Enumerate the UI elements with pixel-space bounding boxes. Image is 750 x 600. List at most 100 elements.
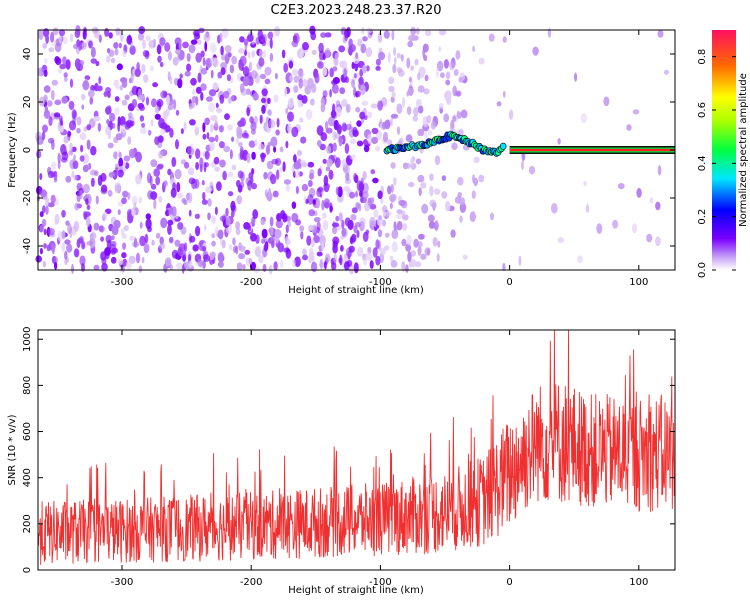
spectrogram-cell — [76, 116, 82, 126]
spectrogram-cell — [372, 177, 379, 184]
colorbar-axes: 0.0 0.2 0.4 0.6 0.8 — [697, 49, 736, 278]
spectrogram-cell — [45, 33, 49, 44]
spectrogram-cell — [113, 42, 119, 49]
spectrogram-cell — [445, 71, 451, 80]
spectrogram-cell — [367, 111, 373, 119]
spectrogram-cell — [617, 183, 625, 190]
spectrogram-cell — [172, 56, 179, 66]
spectrogram-cell — [319, 235, 326, 246]
spectrogram-cell — [188, 177, 196, 185]
spectrogram-cell — [296, 150, 303, 156]
spectrogram-cell — [291, 201, 297, 209]
spectrogram-cell — [577, 255, 583, 264]
spectrogram-cell — [189, 235, 196, 243]
spectrogram-cell — [163, 91, 168, 98]
spectrogram-cell — [106, 239, 112, 251]
spectrogram-cell — [225, 216, 231, 226]
spectrogram-cell — [391, 229, 399, 239]
spectrogram-cell — [134, 68, 141, 77]
spectrogram-cell — [194, 178, 200, 189]
spectrogram-cell — [223, 145, 231, 153]
spectrogram-cell — [317, 187, 323, 193]
spectrogram-cell — [232, 237, 236, 246]
spectrogram-cell — [62, 56, 67, 65]
spectrogram-cell — [596, 223, 603, 234]
spectrogram-cell — [272, 190, 279, 198]
spectrogram-cell — [333, 56, 339, 66]
spectrogram-cell — [195, 225, 201, 237]
spectrogram-cell — [275, 129, 280, 136]
spectrogram-cell — [326, 158, 333, 167]
spectrogram-cell — [300, 159, 306, 165]
spectrogram-cell — [424, 74, 429, 82]
spectrogram-cell — [61, 209, 66, 218]
spectrogram-cell — [87, 89, 95, 98]
spectrogram-cell — [154, 105, 160, 114]
spectrogram-cell — [301, 183, 309, 192]
spectrogram-cell — [206, 96, 213, 102]
spectrogram-cell — [48, 47, 55, 53]
spectrogram-cell — [181, 197, 187, 204]
spectrogram-cell — [227, 124, 233, 131]
spectrogram-cell — [410, 250, 417, 257]
spectrogram-cell — [76, 192, 81, 203]
spectrogram-cell — [64, 250, 68, 260]
spectrogram-cell — [408, 34, 416, 42]
spectrogram-cell — [82, 183, 90, 194]
spectrogram-cell — [81, 104, 85, 110]
spectrogram-cell — [369, 203, 377, 210]
spectrogram-cell — [90, 145, 97, 156]
spectrogram-cell — [388, 76, 395, 85]
spectrogram-cell — [39, 225, 44, 233]
spectrogram-cell — [603, 96, 610, 107]
spectrogram-cell — [47, 202, 55, 208]
spectrogram-cell — [210, 56, 215, 65]
spectrogram-cell — [422, 47, 426, 58]
spectrogram-cell — [86, 124, 92, 131]
spectrogram-cell — [127, 112, 133, 119]
spectrogram-cell — [316, 140, 322, 147]
spectrogram-cell — [402, 214, 409, 221]
spectrogram-cell — [175, 139, 179, 150]
spectrogram-cell — [124, 120, 131, 130]
spectrogram-cell — [261, 238, 266, 244]
spectrogram-cell — [302, 254, 308, 261]
spectrogram-cell — [254, 246, 261, 258]
spectrogram-cell — [64, 239, 71, 245]
spectrogram-cell — [123, 155, 131, 162]
spectrogram-cell — [502, 90, 506, 98]
spectrogram-cell — [405, 264, 409, 273]
spectrogram-cell — [229, 149, 233, 160]
spectrogram-cell — [180, 128, 184, 135]
spectrogram-cell — [324, 201, 330, 208]
snr-frame — [37, 329, 676, 571]
spectrogram-cell — [332, 236, 340, 245]
spectrogram-cell — [424, 131, 428, 139]
spectrogram-cell — [360, 84, 366, 96]
spectrogram-cell — [137, 102, 144, 110]
spectrogram-cell — [329, 67, 335, 78]
spectrogram-cell — [269, 52, 274, 62]
spectrogram-cell — [194, 126, 200, 136]
spectrogram-cell — [125, 261, 132, 270]
spectrogram-cell — [220, 62, 228, 70]
spectrogram-cell — [105, 106, 112, 115]
spectrogram-cell — [299, 225, 305, 232]
spectrogram-cell — [235, 245, 239, 255]
spectrogram-cell — [446, 95, 452, 105]
spectrogram-cell — [81, 42, 87, 48]
x-tick-label: -200 — [240, 277, 263, 288]
spectrogram-cell — [310, 98, 315, 107]
spectrogram-cell — [268, 119, 276, 129]
spectrogram-cell — [218, 125, 224, 133]
spectrogram-ylabel: Frequency (Hz) — [7, 112, 18, 188]
spectrogram-cell — [364, 201, 371, 212]
spectrogram-cell — [119, 32, 124, 42]
spectrogram-cell — [390, 113, 399, 119]
spectrogram-cell — [156, 98, 164, 108]
spectrogram-cell — [323, 175, 329, 186]
spectrogram-cell — [378, 51, 386, 61]
spectrogram-cell — [413, 107, 419, 117]
spectrogram-cell — [393, 47, 397, 56]
